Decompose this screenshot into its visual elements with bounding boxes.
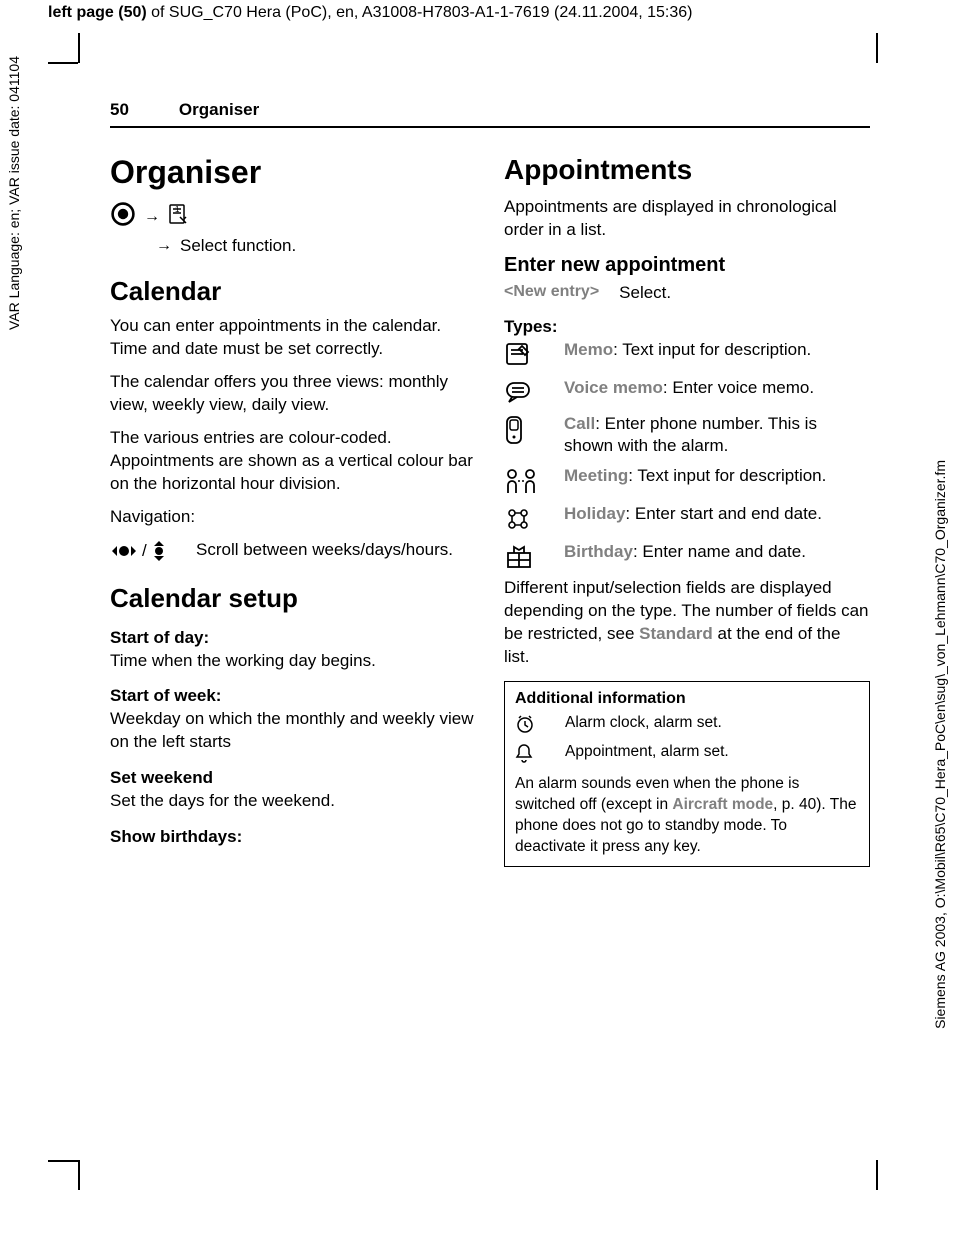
- type-row-birthday: Birthday: Enter name and date.: [504, 541, 870, 569]
- organizer-sheet-icon: 1: [168, 203, 188, 230]
- organiser-heading: Organiser: [110, 154, 476, 191]
- calendar-p3: The various entries are colour-coded. Ap…: [110, 427, 476, 496]
- nav-text: Scroll between weeks/days/hours.: [196, 539, 453, 561]
- after-types-text: Different input/selection fields are dis…: [504, 577, 870, 669]
- alarm-clock-icon: [515, 714, 545, 739]
- voice-rest: : Enter voice memo.: [663, 378, 814, 397]
- memo-icon: [504, 339, 544, 369]
- set-weekend-label: Set weekend: [110, 768, 476, 788]
- info-title: Additional information: [515, 690, 859, 708]
- new-entry-label: <New entry>: [504, 283, 599, 301]
- info-row1-text: Alarm clock, alarm set.: [565, 714, 722, 739]
- call-bold: Call: [564, 414, 595, 433]
- svg-text:1: 1: [175, 205, 180, 214]
- running-head: 50 Organiser: [110, 100, 870, 128]
- birthday-rest: : Enter name and date.: [633, 542, 806, 561]
- top-header: left page (50) of SUG_C70 Hera (PoC), en…: [48, 4, 693, 22]
- joystick-icon: [110, 201, 136, 232]
- running-title: Organiser: [179, 100, 259, 120]
- top-header-rest: of SUG_C70 Hera (PoC), en, A31008-H7803-…: [147, 4, 693, 21]
- birthday-icon: [504, 541, 544, 569]
- holiday-icon: [504, 503, 544, 533]
- memo-bold: Memo: [564, 340, 613, 359]
- types-label: Types:: [504, 317, 870, 337]
- top-header-strong: left page (50): [48, 4, 147, 21]
- call-rest: : Enter phone number. This is shown with…: [564, 414, 817, 455]
- right-column: Appointments Appointments are displayed …: [504, 154, 870, 867]
- voice-bold: Voice memo: [564, 378, 663, 397]
- new-entry-text: Select.: [619, 283, 671, 303]
- start-day-text: Time when the working day begins.: [110, 650, 476, 673]
- nav-icons: /: [110, 539, 180, 563]
- navigation-label: Navigation:: [110, 506, 476, 529]
- info-body-text: An alarm sounds even when the phone is s…: [515, 774, 859, 858]
- bell-icon: [515, 743, 545, 768]
- calendar-p1: You can enter appointments in the calend…: [110, 315, 476, 361]
- type-row-call: Call: Enter phone number. This is shown …: [504, 413, 870, 457]
- calendar-heading: Calendar: [110, 276, 476, 307]
- memo-rest: : Text input for description.: [613, 340, 811, 359]
- holiday-bold: Holiday: [564, 504, 625, 523]
- left-column: Organiser → 1 → Select function. Calenda…: [110, 154, 476, 867]
- start-day-label: Start of day:: [110, 628, 476, 648]
- type-row-meeting: Meeting: Text input for description.: [504, 465, 870, 495]
- appointments-intro: Appointments are displayed in chronologi…: [504, 196, 870, 242]
- appointments-heading: Appointments: [504, 154, 870, 186]
- call-icon: [504, 413, 544, 445]
- select-function-text: Select function.: [180, 236, 296, 256]
- type-row-memo: Memo: Text input for description.: [504, 339, 870, 369]
- meeting-icon: [504, 465, 544, 495]
- right-margin-text: Siemens AG 2003, O:\Mobil\R65\C70_Hera_P…: [932, 460, 948, 1029]
- type-row-holiday: Holiday: Enter start and end date.: [504, 503, 870, 533]
- set-weekend-text: Set the days for the weekend.: [110, 790, 476, 813]
- info-row2-text: Appointment, alarm set.: [565, 743, 729, 768]
- meeting-bold: Meeting: [564, 466, 628, 485]
- additional-info-box: Additional information Alarm clock, alar…: [504, 681, 870, 867]
- left-margin-text: VAR Language: en; VAR issue date: 041104: [6, 56, 22, 330]
- type-row-voice: Voice memo: Enter voice memo.: [504, 377, 870, 405]
- voice-memo-icon: [504, 377, 544, 405]
- meeting-rest: : Text input for description.: [628, 466, 826, 485]
- start-week-text: Weekday on which the monthly and weekly …: [110, 708, 476, 754]
- arrow-icon: →: [144, 208, 160, 226]
- enter-new-heading: Enter new appointment: [504, 254, 870, 277]
- birthday-bold: Birthday: [564, 542, 633, 561]
- arrow-icon: →: [156, 237, 172, 255]
- show-birthdays-label: Show birthdays:: [110, 827, 476, 847]
- calendar-p2: The calendar offers you three views: mon…: [110, 371, 476, 417]
- start-week-label: Start of week:: [110, 686, 476, 706]
- page-number: 50: [110, 100, 129, 120]
- holiday-rest: : Enter start and end date.: [625, 504, 822, 523]
- calendar-setup-heading: Calendar setup: [110, 583, 476, 614]
